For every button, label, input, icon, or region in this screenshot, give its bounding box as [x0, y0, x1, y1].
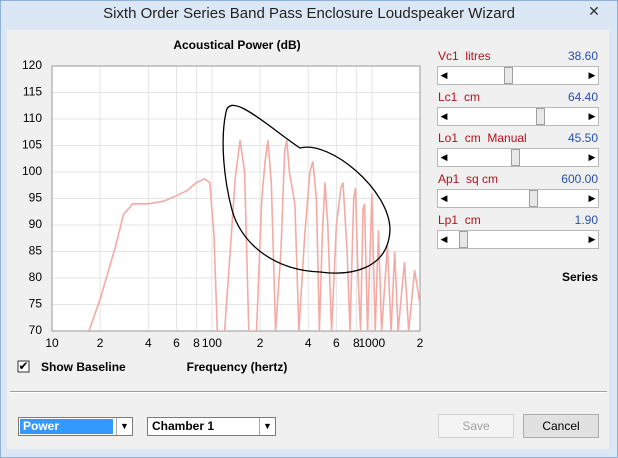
checkbox-box[interactable]: [17, 360, 30, 373]
window-title: Sixth Order Series Band Pass Enclosure L…: [103, 5, 515, 22]
y-tick-label: 70: [29, 323, 43, 337]
x-tick-label: 4: [145, 336, 152, 350]
y-tick-label: 85: [29, 244, 43, 258]
slider[interactable]: ◀ ▶: [437, 66, 599, 85]
slider-value: 45.50: [567, 131, 598, 145]
series-label: Series: [561, 270, 598, 284]
checkbox-label[interactable]: Show Baseline: [41, 360, 126, 374]
dropdown-value: Power: [20, 419, 113, 434]
y-tick-label: 110: [23, 111, 42, 125]
x-tick-label: 8: [353, 336, 360, 350]
slider-label: Ap1 sq cm: [438, 172, 499, 186]
x-tick-label: 100: [202, 336, 222, 350]
x-tick-label: 1000: [359, 336, 386, 350]
y-tick-label: 80: [29, 270, 43, 284]
y-tick-label: 115: [23, 85, 42, 99]
x-tick-label: 10: [45, 336, 59, 350]
x-axis-label: Frequency (hertz): [187, 360, 288, 374]
chart: Acoustical Power (dB) Frequency (hertz) …: [17, 38, 424, 374]
x-tick-label: 2: [257, 336, 264, 350]
slider-value: 64.40: [567, 90, 598, 104]
slider-label: Lc1 cm: [438, 90, 481, 104]
save-button[interactable]: Save: [438, 414, 514, 438]
x-tick-label: 2: [417, 336, 424, 350]
slider-label: Lp1 cm: [438, 213, 481, 227]
dropdown[interactable]: Chamber 1 ▼: [147, 417, 276, 436]
hand-drawn-annotation: [222, 104, 391, 274]
slider[interactable]: ◀ ▶: [437, 189, 599, 208]
slider-value: 1.90: [574, 213, 598, 227]
slider-label: Lo1 cm Manual: [438, 131, 527, 145]
checkbox[interactable]: ✔ Show Baseline: [17, 359, 126, 374]
y-tick-label: 95: [29, 191, 43, 205]
cancel-button[interactable]: Cancel: [523, 414, 599, 438]
y-tick-label: 120: [22, 58, 42, 72]
y-tick-label: 90: [29, 217, 43, 231]
slider-value: 38.60: [567, 49, 598, 63]
y-tick-label: 75: [29, 297, 43, 311]
separator: [10, 391, 607, 393]
dropdown[interactable]: Power ▼: [18, 417, 133, 436]
x-tick-label: 4: [305, 336, 312, 350]
chart-title: Acoustical Power (dB): [173, 38, 300, 52]
slider[interactable]: ◀ ▶: [437, 148, 599, 167]
data-line: [88, 140, 420, 331]
x-tick-label: 8: [193, 336, 200, 350]
y-tick-label: 100: [22, 164, 42, 178]
checkmark: ✔: [18, 359, 28, 373]
x-tick-label: 2: [97, 336, 104, 350]
dropdown-value: Chamber 1: [152, 419, 215, 433]
slider[interactable]: ◀ ▶: [437, 107, 599, 126]
x-tick-label: 6: [173, 336, 180, 350]
slider-value: 600.00: [561, 172, 598, 186]
close-button[interactable]: ✕: [588, 3, 600, 19]
slider[interactable]: ◀ ▶: [437, 230, 599, 249]
plot-area: [51, 65, 421, 332]
x-tick-label: 6: [333, 336, 340, 350]
slider-label: Vc1 litres: [438, 49, 491, 63]
y-tick-label: 105: [22, 138, 42, 152]
